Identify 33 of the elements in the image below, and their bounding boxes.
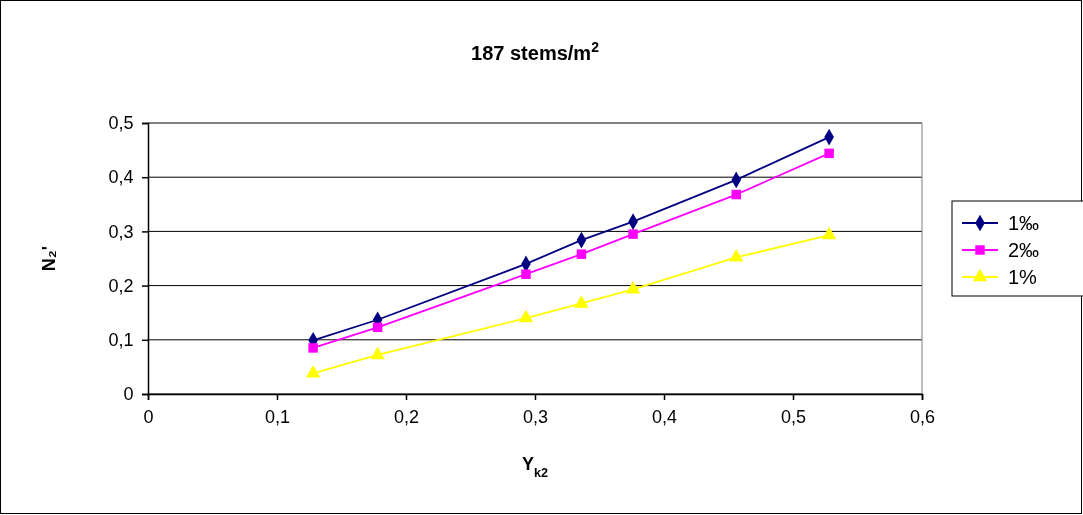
- y-tick-label: 0,2: [108, 275, 134, 296]
- y-tick-label: 0: [123, 384, 134, 405]
- point: [518, 309, 534, 323]
- legend-label: 1‰: [1008, 212, 1040, 234]
- x-tick-label: 0: [143, 406, 154, 427]
- point: [731, 189, 741, 200]
- point: [305, 365, 321, 378]
- y-tick-label: 0,4: [108, 167, 134, 188]
- point: [308, 343, 318, 353]
- x-tick-label: 0,2: [393, 406, 420, 427]
- y-tick-label: 0,1: [108, 330, 134, 351]
- point: [574, 295, 589, 308]
- x-tick-label: 0,4: [651, 406, 678, 427]
- y-tick-label: 0,5: [108, 113, 134, 134]
- x-tick-label: 0,3: [522, 406, 549, 427]
- point: [824, 148, 834, 159]
- x-tick-label: 0,6: [909, 406, 936, 427]
- chart-title: 187 stems/m$^{2}$: [471, 39, 600, 64]
- point: [729, 249, 744, 262]
- x-tick-label: 0,5: [780, 406, 807, 427]
- x-tick-label: 0,1: [264, 406, 291, 427]
- legend-label: 2‰: [1008, 239, 1040, 261]
- point: [625, 281, 641, 294]
- x-axis-title: Y$_{k2}$: [521, 454, 549, 480]
- point: [821, 226, 837, 240]
- point: [372, 322, 383, 333]
- legend-label: 1%: [1008, 266, 1038, 288]
- y-axis-title: N₂': [39, 245, 59, 272]
- point: [628, 229, 638, 239]
- point: [370, 346, 385, 360]
- y-tick-label: 0,3: [108, 221, 134, 242]
- point: [521, 269, 531, 279]
- point: [576, 249, 587, 259]
